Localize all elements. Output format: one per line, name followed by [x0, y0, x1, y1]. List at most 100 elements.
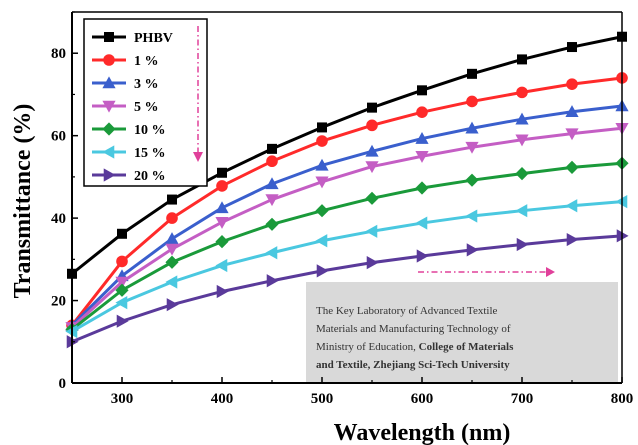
series-line — [71, 234, 623, 344]
data-point — [215, 235, 229, 249]
data-point — [315, 204, 329, 218]
data-point — [115, 276, 129, 289]
data-point — [165, 275, 178, 289]
legend-label: 15 % — [134, 146, 166, 161]
inset-line-4: and Textile, Zhejiang Sci-Tech Universit… — [316, 359, 510, 371]
y-tick-label: 20 — [51, 294, 66, 310]
data-point — [565, 160, 579, 175]
data-point — [265, 217, 279, 231]
data-point — [415, 216, 428, 230]
y-tick-label: 80 — [51, 46, 66, 62]
data-point — [517, 54, 527, 65]
data-point — [516, 237, 529, 252]
data-point — [365, 191, 379, 205]
data-point — [315, 158, 329, 171]
data-point — [415, 131, 429, 144]
legend-label: PHBV — [134, 31, 173, 46]
series-line — [71, 35, 623, 275]
data-point — [266, 274, 279, 288]
y-tick-label: 60 — [51, 129, 66, 145]
x-tick-label: 600 — [411, 391, 434, 407]
legend: PHBV 1 % 3 % 5 % 10 % 15 % 20 % — [83, 18, 208, 187]
horizontal-trend-arrow — [418, 267, 555, 277]
data-point — [515, 166, 529, 181]
data-point — [265, 194, 279, 207]
x-axis-title: Wavelength (nm) — [334, 420, 511, 445]
inset-line-3: Ministry of Education, College of Materi… — [316, 341, 514, 353]
data-point — [365, 144, 379, 157]
data-point — [117, 228, 127, 239]
x-tick-label: 500 — [311, 391, 334, 407]
series-7 — [66, 229, 629, 349]
legend-label: 10 % — [134, 123, 166, 138]
data-point — [116, 255, 128, 268]
data-point — [416, 249, 429, 263]
legend-marker — [102, 100, 116, 113]
data-point — [417, 85, 427, 96]
data-point — [217, 167, 227, 178]
series-line — [71, 200, 623, 333]
legend-entry: 10 % — [92, 122, 166, 138]
series-line — [71, 161, 623, 331]
legend-entry: PHBV — [92, 31, 173, 46]
data-point — [267, 143, 277, 154]
data-point — [466, 95, 478, 108]
x-tick-label: 300 — [111, 391, 134, 407]
institution-inset: The Key Laboratory of Advanced Textile M… — [306, 282, 618, 382]
data-point — [515, 204, 528, 218]
y-tick-label: 40 — [51, 211, 66, 227]
series-6 — [65, 195, 628, 339]
axes: 300 400 500 600 700 800 0 20 40 60 80 — [51, 11, 633, 407]
data-point — [466, 243, 479, 257]
legend-marker — [102, 145, 115, 159]
data-point — [566, 78, 578, 90]
series-line — [70, 126, 623, 329]
series-layer — [65, 31, 629, 349]
data-point — [216, 284, 229, 299]
legend-label: 1 % — [134, 54, 159, 69]
data-point — [415, 181, 429, 195]
legend-entry: 5 % — [92, 100, 159, 115]
inset-line-3-normal: Ministry of Education, — [316, 341, 416, 353]
data-point — [515, 112, 529, 125]
data-point — [115, 296, 128, 310]
data-point — [165, 243, 179, 256]
data-point — [166, 298, 179, 312]
data-point — [266, 155, 278, 168]
data-point — [165, 255, 179, 269]
data-point — [116, 314, 129, 328]
data-point — [416, 106, 428, 118]
inset-background — [306, 282, 618, 382]
legend-entry: 20 % — [92, 168, 166, 184]
data-point — [315, 176, 329, 189]
legend-label: 20 % — [134, 169, 166, 184]
series-line — [70, 104, 623, 327]
series-5 — [65, 156, 629, 337]
legend-label: 5 % — [134, 100, 159, 115]
data-point — [465, 141, 479, 154]
data-point — [515, 134, 529, 147]
inset-line-1: The Key Laboratory of Advanced Textile — [316, 305, 497, 317]
legend-marker — [102, 76, 116, 89]
data-point — [365, 224, 378, 238]
legend-marker — [103, 54, 115, 66]
data-point — [366, 119, 378, 132]
legend-marker — [102, 122, 116, 136]
legend-entry: 3 % — [92, 76, 159, 92]
legend-marker — [104, 32, 114, 42]
data-point — [167, 194, 177, 205]
data-point — [317, 122, 327, 133]
data-point — [165, 232, 179, 245]
data-point — [265, 246, 278, 260]
inset-line-2: Materials and Manufacturing Technology o… — [316, 323, 511, 335]
data-point — [465, 209, 478, 223]
data-point — [366, 256, 379, 270]
x-tick-label: 700 — [511, 391, 534, 407]
data-point — [565, 199, 578, 213]
data-point — [115, 283, 129, 297]
data-point — [465, 173, 479, 187]
data-point — [465, 121, 479, 134]
data-point — [367, 102, 377, 113]
vertical-trend-arrow — [193, 26, 203, 162]
